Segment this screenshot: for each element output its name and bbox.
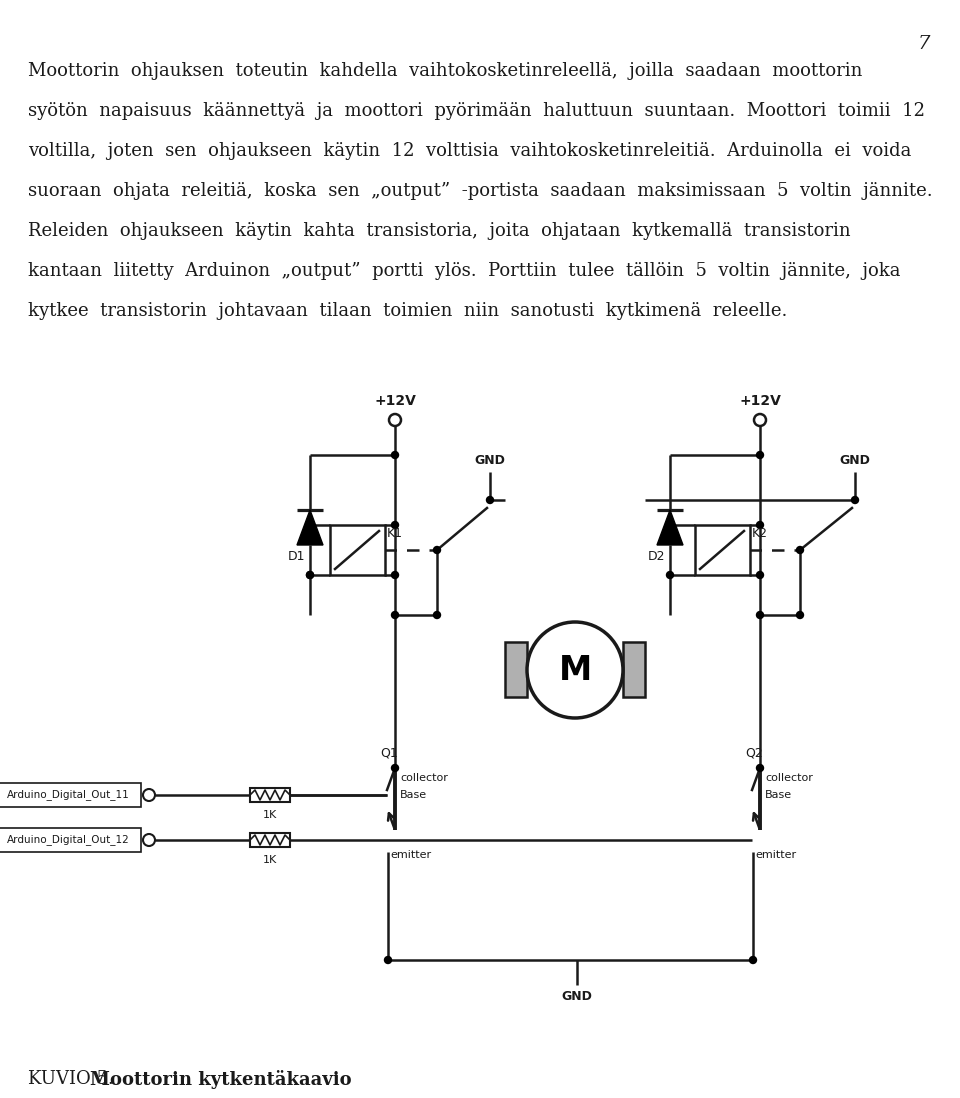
Circle shape (756, 764, 763, 772)
Text: Base: Base (765, 789, 792, 800)
Circle shape (797, 547, 804, 553)
Circle shape (434, 612, 441, 618)
Text: kytkee  transistorin  johtavaan  tilaan  toimien  niin  sanotusti  kytkimenä  re: kytkee transistorin johtavaan tilaan toi… (28, 302, 787, 320)
Text: kantaan  liitetty  Arduinon  „output”  portti  ylös.  Porttiin  tulee  tällöin  : kantaan liitetty Arduinon „output” portt… (28, 262, 900, 280)
Circle shape (852, 496, 858, 504)
Polygon shape (297, 509, 323, 545)
Text: GND: GND (562, 990, 592, 1002)
Text: +12V: +12V (374, 394, 416, 408)
Text: emitter: emitter (755, 850, 796, 860)
Bar (505, 642, 527, 697)
Bar (0, 828, 141, 852)
Circle shape (666, 571, 674, 579)
Polygon shape (657, 509, 683, 545)
Text: Arduino_Digital_Out_12: Arduino_Digital_Out_12 (7, 834, 130, 845)
Text: GND: GND (474, 453, 505, 467)
Text: collector: collector (400, 773, 448, 783)
Text: suoraan  ohjata  releitiä,  koska  sen  „output”  -portista  saadaan  maksimissa: suoraan ohjata releitiä, koska sen „outp… (28, 182, 932, 200)
Circle shape (392, 571, 398, 579)
Text: K2: K2 (752, 527, 768, 540)
Text: D1: D1 (287, 550, 305, 563)
Circle shape (306, 522, 314, 528)
Text: voltilla,  joten  sen  ohjaukseen  käytin  12  volttisia  vaihtokosketinreleitiä: voltilla, joten sen ohjaukseen käytin 12… (28, 142, 911, 160)
Circle shape (392, 612, 398, 618)
Text: 1K: 1K (263, 855, 277, 865)
Text: collector: collector (765, 773, 813, 783)
Bar (695, 525, 750, 575)
Circle shape (797, 612, 804, 618)
Text: Moottorin kytkentäkaavio: Moottorin kytkentäkaavio (90, 1069, 351, 1089)
Circle shape (756, 571, 763, 579)
Text: GND: GND (840, 453, 871, 467)
Circle shape (750, 956, 756, 964)
Text: Releiden  ohjaukseen  käytin  kahta  transistoria,  joita  ohjataan  kytkemallä : Releiden ohjaukseen käytin kahta transis… (28, 222, 851, 240)
Circle shape (487, 496, 493, 504)
Text: 7: 7 (918, 35, 930, 53)
Text: Q2: Q2 (745, 747, 763, 760)
Text: syötön  napaisuus  käännettyä  ja  moottori  pyörimään  haluttuun  suuntaan.  Mo: syötön napaisuus käännettyä ja moottori … (28, 102, 925, 120)
Circle shape (306, 571, 314, 579)
Circle shape (306, 571, 314, 579)
Circle shape (756, 522, 763, 528)
Circle shape (392, 451, 398, 459)
Text: D2: D2 (647, 550, 665, 563)
Circle shape (392, 522, 398, 528)
Text: M: M (559, 653, 591, 686)
Circle shape (756, 612, 763, 618)
Text: Moottorin  ohjauksen  toteutin  kahdella  vaihtokosketinreleellä,  joilla  saada: Moottorin ohjauksen toteutin kahdella va… (28, 61, 862, 80)
Circle shape (385, 956, 392, 964)
Circle shape (434, 547, 441, 553)
Circle shape (306, 522, 314, 528)
Circle shape (756, 451, 763, 459)
Circle shape (527, 621, 623, 718)
Text: Base: Base (400, 789, 427, 800)
Circle shape (666, 522, 674, 528)
Bar (0, 783, 141, 807)
Bar (250, 788, 290, 802)
Circle shape (392, 764, 398, 772)
Text: K1: K1 (387, 527, 403, 540)
Bar (250, 833, 290, 847)
Text: Q1: Q1 (380, 747, 398, 760)
Text: emitter: emitter (390, 850, 431, 860)
Text: Arduino_Digital_Out_11: Arduino_Digital_Out_11 (7, 789, 130, 800)
Bar (330, 525, 385, 575)
Text: +12V: +12V (739, 394, 780, 408)
Text: KUVIO 5.: KUVIO 5. (28, 1069, 119, 1088)
Bar (623, 642, 645, 697)
Text: 1K: 1K (263, 810, 277, 820)
